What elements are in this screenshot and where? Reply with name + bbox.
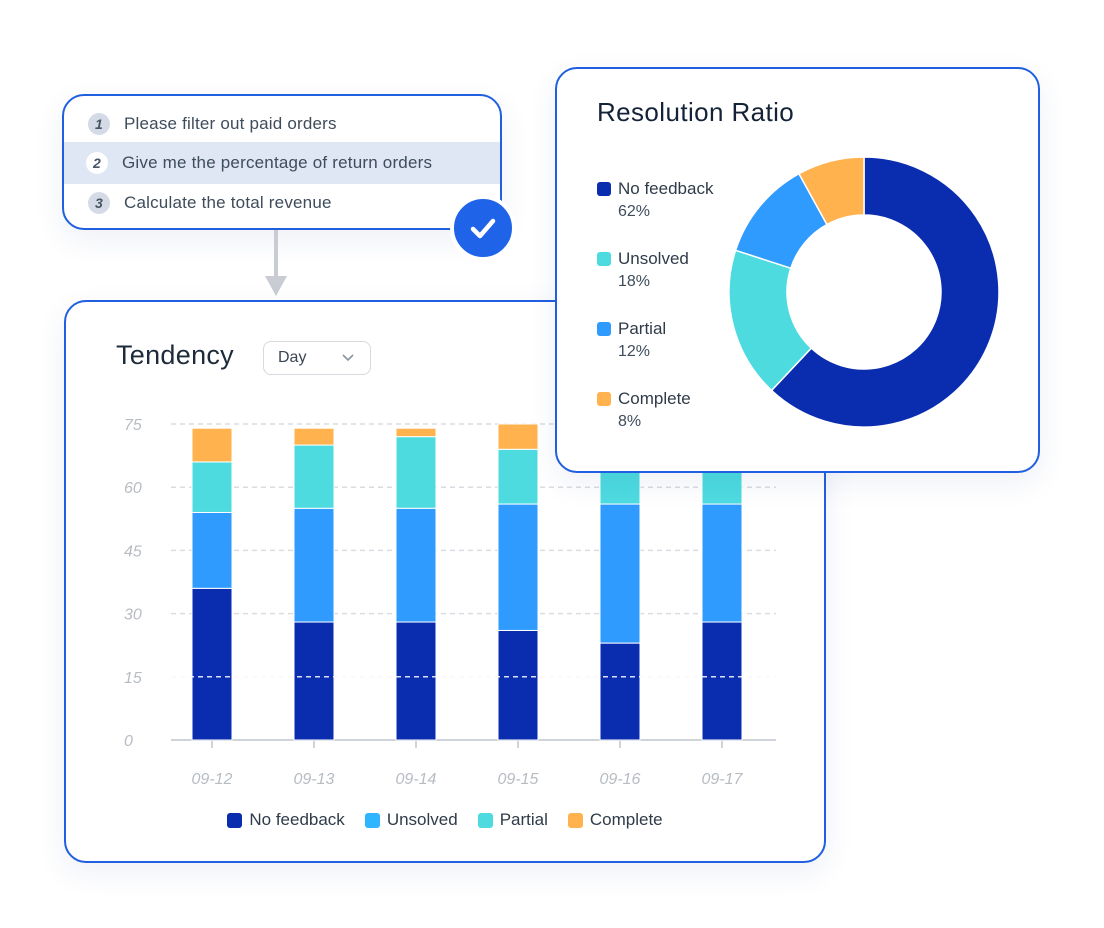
- bar-segment: [293, 444, 335, 509]
- prompt-text: Calculate the total revenue: [124, 193, 332, 212]
- legend-swatch: [597, 182, 611, 196]
- legend-item-unsolved: Unsolved: [364, 810, 458, 830]
- bar-segment: [395, 621, 437, 741]
- connector-line: [274, 230, 278, 278]
- pie-legend-item-partial: Partial 12%: [597, 319, 747, 361]
- y-tick-label: 0: [124, 733, 133, 750]
- y-tick-label: 15: [124, 670, 142, 687]
- pie-legend-item-unsolved: Unsolved 18%: [597, 249, 747, 291]
- legend-percent: 12%: [618, 343, 651, 360]
- period-select-value: Day: [278, 349, 307, 366]
- chart-title: Tendency: [116, 340, 234, 370]
- legend-swatch: [597, 392, 611, 406]
- legend-label: Complete: [589, 810, 663, 829]
- legend-label: Partial: [499, 810, 548, 829]
- y-tick-label: 45: [124, 543, 142, 560]
- prompt-item[interactable]: 1 Please filter out paid orders: [66, 103, 498, 145]
- bar-segment: [395, 427, 437, 438]
- legend-percent: 18%: [618, 273, 651, 290]
- legend-item-partial: Partial: [477, 810, 548, 830]
- legend-percent: 62%: [618, 203, 651, 220]
- legend-swatch: [227, 812, 243, 828]
- bar-segment: [293, 621, 335, 741]
- bar-segment: [497, 503, 539, 631]
- bar-segment: [395, 436, 437, 509]
- bar-segment: [701, 621, 743, 741]
- bar-segment: [497, 629, 539, 741]
- x-tick-label: 09-13: [294, 771, 335, 788]
- prompt-item-selected[interactable]: 2 Give me the percentage of return order…: [64, 142, 500, 184]
- legend-label: Complete: [618, 389, 691, 408]
- check-icon: [450, 195, 516, 261]
- legend-item-complete: Complete: [567, 810, 663, 830]
- legend-swatch: [477, 812, 493, 828]
- pie-legend-item-no-feedback: No feedback 62%: [597, 179, 747, 221]
- prompt-number: 1: [88, 113, 110, 135]
- prompt-card: 1 Please filter out paid orders 2 Give m…: [62, 94, 502, 230]
- y-tick-label: 60: [124, 480, 142, 497]
- bar-segment: [701, 503, 743, 623]
- legend-swatch: [597, 322, 611, 336]
- prompt-number: 2: [86, 152, 108, 174]
- legend-label: Partial: [618, 319, 667, 338]
- bar-segment: [293, 507, 335, 623]
- chevron-down-icon: [342, 354, 354, 362]
- bar-segment: [293, 427, 335, 446]
- legend-label: No feedback: [249, 810, 345, 829]
- x-tick-label: 09-17: [702, 771, 744, 788]
- x-tick-label: 09-15: [498, 771, 539, 788]
- bar-segment: [191, 461, 233, 513]
- legend-label: Unsolved: [386, 810, 458, 829]
- bar-segment: [395, 507, 437, 623]
- resolution-ratio-card: Resolution Ratio No feedback 62% Unsolve…: [555, 67, 1040, 473]
- prompt-text: Give me the percentage of return orders: [122, 153, 433, 172]
- bar-segment: [497, 448, 539, 505]
- legend-swatch: [567, 812, 583, 828]
- legend-percent: 8%: [618, 413, 642, 430]
- legend-label: Unsolved: [618, 249, 689, 268]
- legend-swatch: [597, 252, 611, 266]
- bar-segment: [599, 503, 641, 644]
- legend-label: No feedback: [618, 179, 714, 198]
- bar-segment: [599, 642, 641, 741]
- bar-segment: [191, 587, 233, 741]
- donut-slice: [797, 156, 865, 226]
- donut-slice: [770, 156, 1000, 428]
- bar-segment: [497, 423, 539, 450]
- bar-segment: [191, 511, 233, 589]
- legend-item-no-feedback: No feedback: [227, 810, 345, 830]
- connector-arrow-icon: [265, 276, 287, 296]
- period-select[interactable]: Day: [263, 341, 371, 375]
- y-tick-label: 30: [124, 607, 142, 624]
- prompt-number: 3: [88, 192, 110, 214]
- prompt-item[interactable]: 3 Calculate the total revenue: [66, 182, 498, 224]
- donut-chart: [728, 156, 1000, 428]
- x-tick-label: 09-14: [396, 771, 437, 788]
- x-tick-label: 09-16: [600, 771, 641, 788]
- pie-legend-item-complete: Complete 8%: [597, 389, 747, 431]
- chart-title: Resolution Ratio: [597, 97, 795, 127]
- bar-segment: [191, 427, 233, 463]
- prompt-text: Please filter out paid orders: [124, 114, 337, 133]
- x-tick-label: 09-12: [192, 771, 233, 788]
- y-tick-label: 75: [124, 417, 142, 434]
- legend-swatch: [364, 812, 380, 828]
- bar-legend: No feedback Unsolved Partial Complete: [66, 810, 824, 830]
